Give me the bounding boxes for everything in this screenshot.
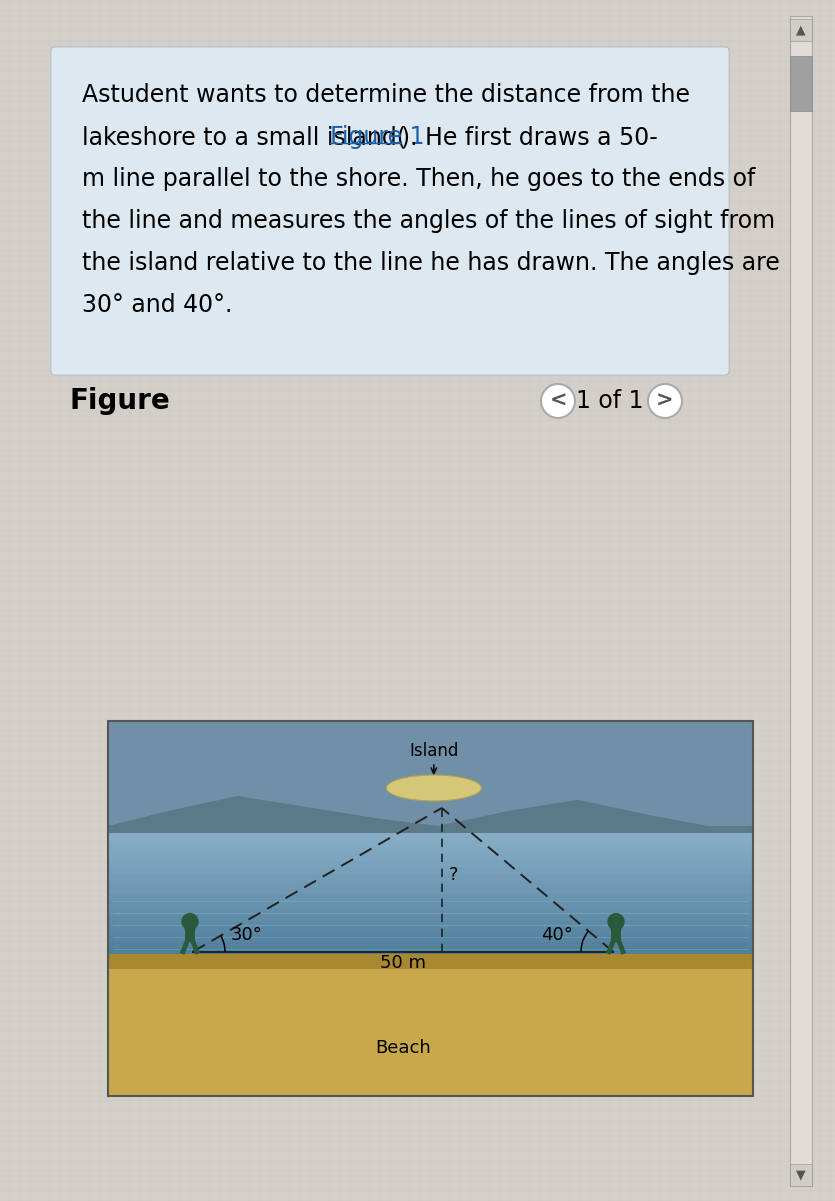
- Bar: [108, 934, 753, 942]
- Bar: [108, 721, 753, 841]
- Bar: [108, 839, 753, 847]
- Bar: [108, 880, 753, 888]
- Bar: [108, 847, 753, 854]
- Bar: [108, 721, 753, 1097]
- Text: the line and measures the angles of the lines of sight from: the line and measures the angles of the …: [82, 209, 775, 233]
- Bar: [790, 16, 812, 1187]
- Bar: [108, 948, 753, 955]
- Circle shape: [541, 384, 575, 418]
- Text: 40°: 40°: [541, 926, 573, 944]
- Bar: [108, 954, 753, 968]
- Polygon shape: [108, 796, 753, 886]
- Bar: [108, 955, 753, 962]
- Text: ▲: ▲: [797, 24, 806, 36]
- FancyBboxPatch shape: [51, 47, 729, 375]
- Text: >: >: [656, 392, 674, 411]
- Circle shape: [182, 914, 198, 930]
- Bar: [108, 921, 753, 928]
- Text: Astudent wants to determine the distance from the: Astudent wants to determine the distance…: [82, 83, 690, 107]
- Bar: [611, 921, 621, 942]
- Text: ?: ?: [448, 866, 458, 884]
- Bar: [790, 1164, 812, 1187]
- Text: lakeshore to a small island(: lakeshore to a small island(: [82, 125, 406, 149]
- Bar: [185, 921, 195, 942]
- Text: 30°: 30°: [231, 926, 263, 944]
- Text: ▼: ▼: [797, 1169, 806, 1182]
- Bar: [790, 19, 812, 41]
- Bar: [108, 907, 753, 914]
- Bar: [108, 912, 753, 918]
- Text: Figure 1: Figure 1: [330, 125, 424, 149]
- Bar: [108, 833, 753, 841]
- Bar: [108, 873, 753, 880]
- Bar: [108, 858, 753, 864]
- Bar: [790, 56, 812, 110]
- Bar: [108, 961, 753, 968]
- Text: ). He first draws a 50-: ). He first draws a 50-: [401, 125, 657, 149]
- Bar: [108, 852, 753, 858]
- Bar: [108, 867, 753, 874]
- Bar: [108, 894, 753, 901]
- Bar: [108, 896, 753, 902]
- Text: Beach: Beach: [375, 1039, 431, 1057]
- Bar: [108, 884, 753, 890]
- Bar: [108, 868, 753, 874]
- Text: Island: Island: [409, 742, 458, 760]
- Text: the island relative to the line he has drawn. The angles are: the island relative to the line he has d…: [82, 251, 780, 275]
- Bar: [108, 879, 753, 885]
- Text: 1 of 1: 1 of 1: [576, 389, 644, 413]
- Bar: [108, 901, 753, 908]
- Bar: [108, 901, 753, 907]
- Bar: [108, 846, 753, 852]
- Bar: [108, 860, 753, 867]
- Bar: [108, 918, 753, 924]
- Bar: [108, 890, 753, 896]
- Ellipse shape: [387, 775, 481, 801]
- Bar: [108, 942, 753, 949]
- Bar: [108, 853, 753, 860]
- Text: <: <: [549, 392, 567, 411]
- Bar: [108, 873, 753, 879]
- Bar: [108, 927, 753, 934]
- Bar: [108, 888, 753, 895]
- Bar: [108, 914, 753, 921]
- Text: 30° and 40°.: 30° and 40°.: [82, 293, 232, 317]
- Circle shape: [608, 914, 624, 930]
- Bar: [108, 841, 753, 847]
- Text: 50 m: 50 m: [380, 954, 426, 972]
- Circle shape: [648, 384, 682, 418]
- Bar: [108, 862, 753, 868]
- Text: Figure: Figure: [70, 387, 170, 416]
- Bar: [108, 907, 753, 913]
- Text: m line parallel to the shore. Then, he goes to the ends of: m line parallel to the shore. Then, he g…: [82, 167, 756, 191]
- Bar: [108, 954, 753, 1097]
